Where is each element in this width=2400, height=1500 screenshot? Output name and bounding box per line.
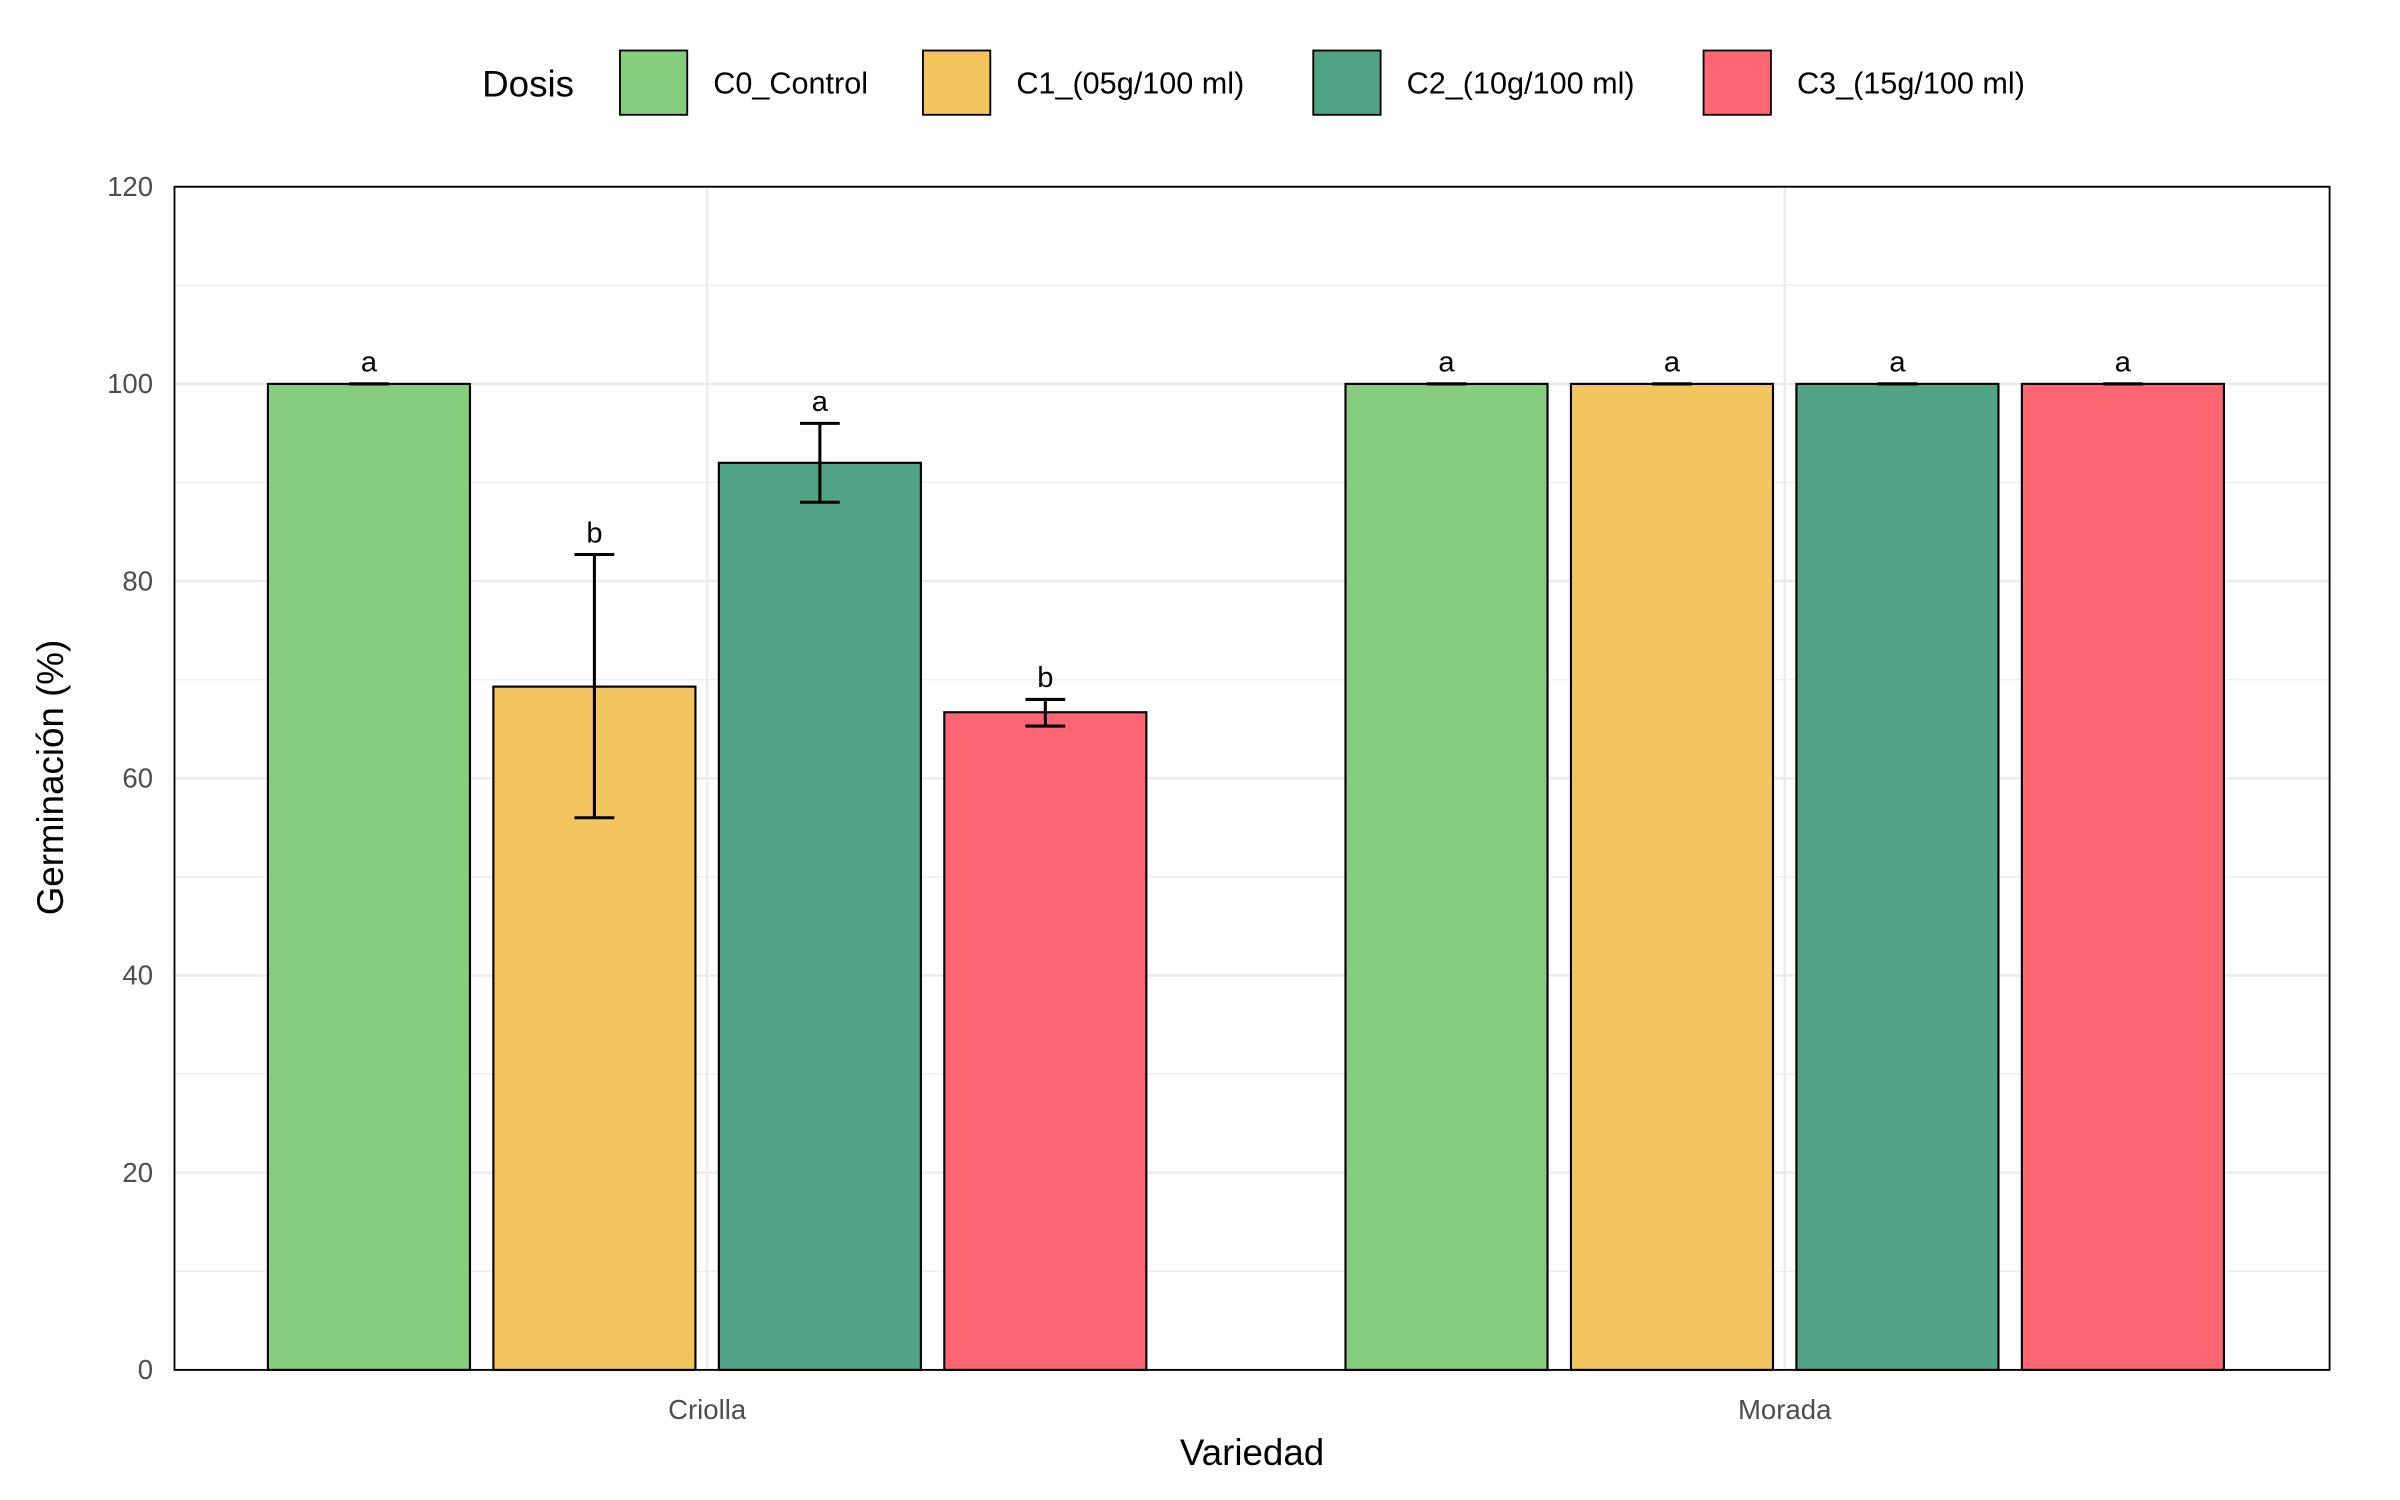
significance-letter: b [586, 517, 602, 549]
y-tick-label: 120 [107, 171, 153, 202]
bar-criolla-3 [943, 711, 1148, 1371]
x-tick-label-criolla: Criolla [668, 1394, 747, 1425]
legend: Dosis C0_Control C1_(05g/100 ml) C2_(10g/1… [482, 49, 2025, 116]
legend-label-0: C0_Control [713, 66, 868, 100]
y-tick-label: 20 [122, 1157, 153, 1188]
significance-letter: a [361, 347, 378, 379]
bar-morada-0 [1344, 382, 1549, 1371]
legend-key-0 [618, 49, 689, 116]
legend-key-2 [1312, 49, 1382, 116]
y-axis-ticks: 0 20 40 60 80 100 120 [107, 171, 153, 1385]
y-tick-label: 80 [122, 565, 153, 596]
legend-label-1: C1_(05g/100 ml) [1016, 66, 1244, 100]
y-tick-label: 100 [107, 368, 153, 399]
legend-key-1 [922, 49, 992, 116]
bars: a b a b a a a a [266, 347, 2225, 1371]
significance-letter: a [1438, 347, 1455, 379]
significance-letter: b [1037, 662, 1053, 694]
bar-criolla-0 [266, 382, 472, 1371]
significance-letter: a [1664, 347, 1681, 379]
y-tick-label: 40 [122, 960, 153, 991]
legend-label-3: C3_(15g/100 ml) [1797, 66, 2025, 100]
bar-morada-2 [1795, 382, 2000, 1371]
y-axis-title: Germinación (%) [30, 640, 71, 915]
legend-label-2: C2_(10g/100 ml) [1407, 66, 1635, 100]
x-tick-label-morada: Morada [1738, 1394, 1832, 1425]
bar-morada-1 [1569, 382, 1775, 1371]
legend-key-3 [1702, 49, 1772, 116]
plot-panel-border [173, 185, 2331, 1371]
y-tick-label: 0 [138, 1354, 153, 1385]
significance-letter: a [2115, 347, 2132, 379]
legend-title: Dosis [482, 63, 574, 104]
bar-criolla-2 [717, 461, 922, 1371]
y-tick-label: 60 [122, 763, 153, 794]
bar-morada-3 [2020, 382, 2225, 1371]
x-axis-title: Variedad [1180, 1432, 1324, 1473]
significance-letter: a [812, 386, 829, 418]
significance-letter: a [1889, 347, 1906, 379]
x-axis-ticks: Criolla Morada [668, 1394, 1832, 1425]
